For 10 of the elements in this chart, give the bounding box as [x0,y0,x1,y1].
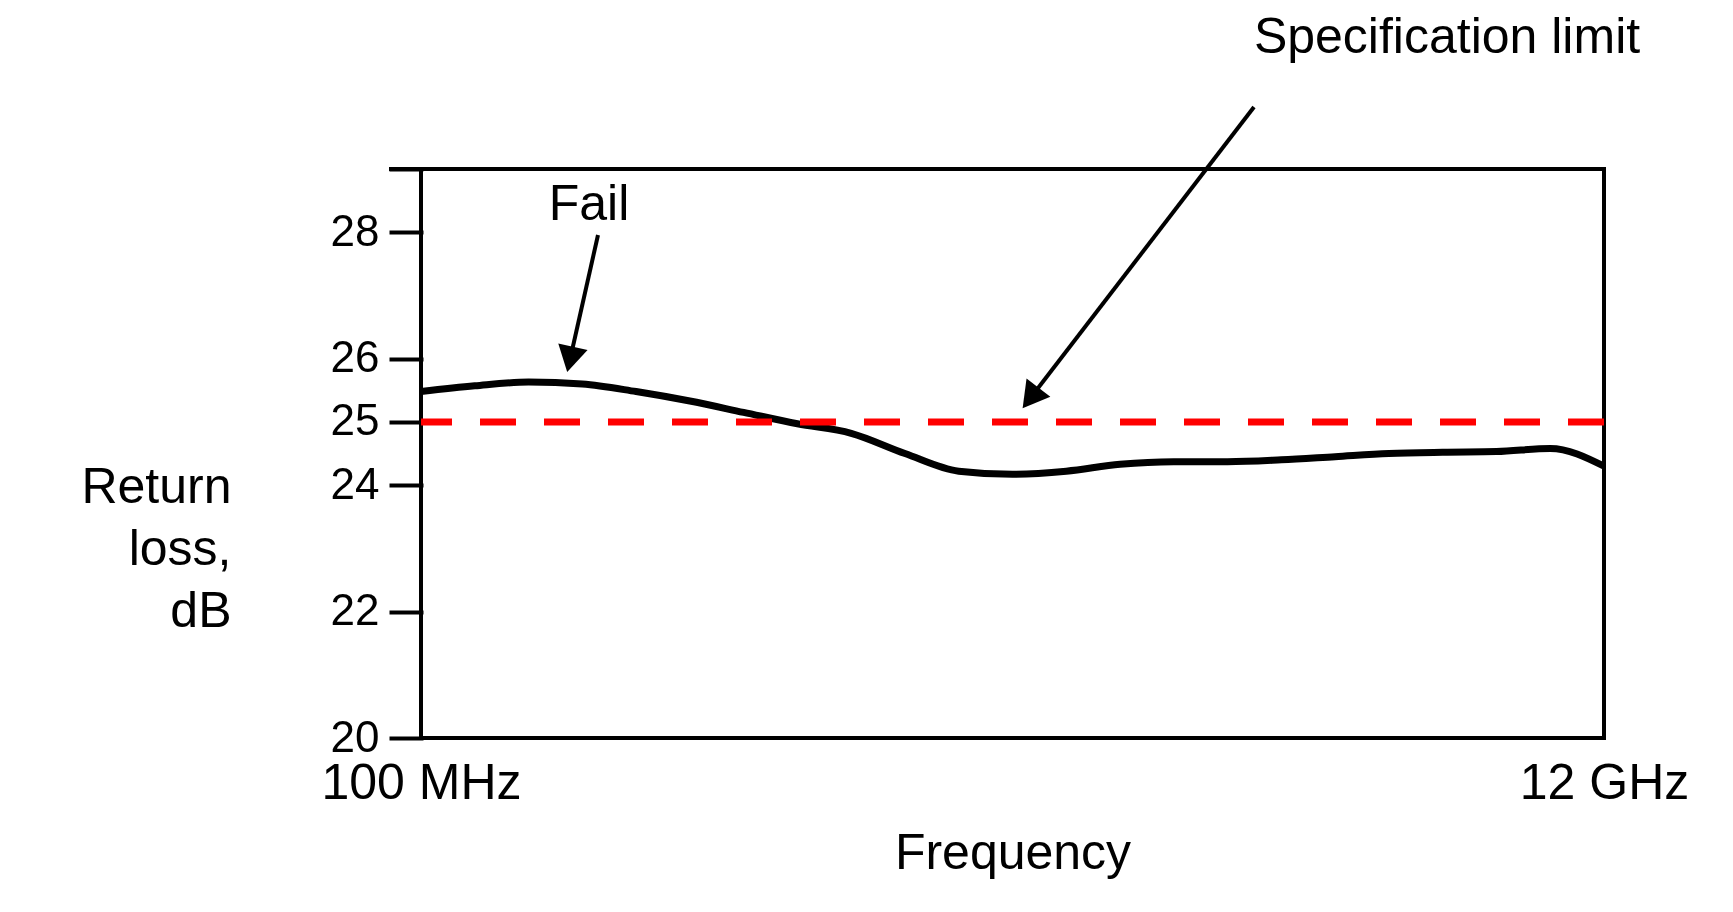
y-tick-label: 26 [330,332,380,382]
x-axis-title: Frequency [894,823,1132,880]
text: Specification limit [1253,8,1641,64]
y-tick-label: 24 [330,458,380,508]
y-tick-label: 22 [330,585,380,635]
y-tick-label: 25 [330,395,380,445]
annotation: Fail [548,175,630,231]
y-tick-label: 28 [330,205,380,255]
x-tick-label: 12 GHz [1519,753,1690,810]
y-axis-title: Return loss, dB [81,457,232,638]
